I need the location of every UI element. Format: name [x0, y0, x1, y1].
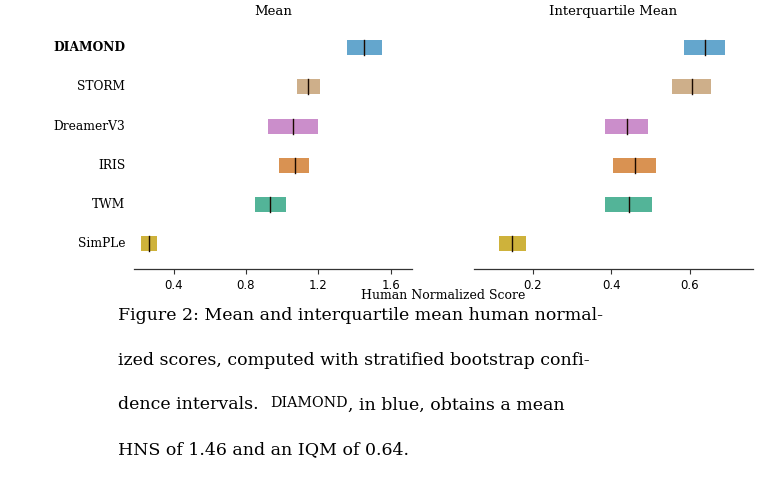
Text: DIAMOND: DIAMOND — [53, 41, 125, 54]
Bar — [613, 158, 656, 173]
Bar — [684, 41, 725, 55]
Bar — [605, 119, 649, 133]
Bar — [348, 41, 382, 55]
Bar — [672, 80, 711, 94]
Bar — [296, 80, 320, 94]
Title: Interquartile Mean: Interquartile Mean — [549, 5, 677, 18]
Title: Mean: Mean — [254, 5, 292, 18]
Bar — [605, 197, 652, 212]
Text: Figure 2: Mean and interquartile mean human normal-: Figure 2: Mean and interquartile mean hu… — [118, 307, 604, 324]
Bar — [255, 197, 286, 212]
Text: DreamerV3: DreamerV3 — [53, 120, 125, 132]
Bar — [267, 119, 319, 133]
Text: STORM: STORM — [77, 81, 125, 93]
Text: Human Normalized Score: Human Normalized Score — [361, 289, 526, 302]
Text: SimPLe: SimPLe — [78, 237, 125, 250]
Bar — [141, 236, 157, 251]
Text: , in blue, obtains a mean: , in blue, obtains a mean — [348, 396, 565, 413]
Bar — [500, 236, 526, 251]
Text: DIAMOND: DIAMOND — [270, 396, 348, 411]
Text: TWM: TWM — [92, 198, 125, 211]
Bar — [279, 158, 309, 173]
Text: ized scores, computed with stratified bootstrap confi-: ized scores, computed with stratified bo… — [118, 352, 590, 369]
Text: HNS of 1.46 and an IQM of 0.64.: HNS of 1.46 and an IQM of 0.64. — [118, 441, 410, 458]
Text: dence intervals.: dence intervals. — [118, 396, 270, 413]
Text: IRIS: IRIS — [98, 159, 125, 172]
